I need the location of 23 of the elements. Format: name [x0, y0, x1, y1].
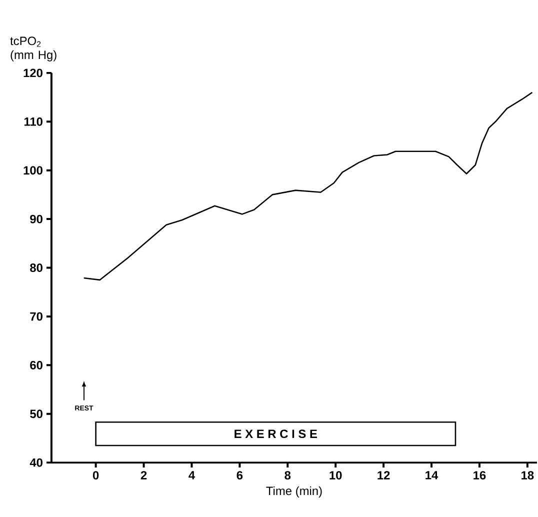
- x-tick-label: 12: [378, 471, 390, 480]
- x-tick-label: 6: [236, 471, 243, 480]
- x-tick-label: 2: [140, 471, 147, 480]
- y-tick-label: 120: [24, 68, 42, 78]
- x-tick-label: 8: [284, 471, 291, 480]
- y-tick-label: 70: [30, 312, 42, 321]
- x-tick-label: 16: [474, 471, 486, 480]
- x-tick-label: 18: [522, 471, 534, 480]
- x-tick-label: 14: [426, 471, 438, 480]
- x-tick-label: 0: [92, 471, 99, 480]
- x-tick-label: 10: [330, 471, 342, 480]
- line-series: [83, 92, 533, 281]
- y-tick-label: 100: [24, 166, 42, 175]
- x-axis-title: Time (min): [266, 486, 322, 498]
- band-label: E X E R C I S E: [234, 430, 317, 438]
- y-tick-label: 110: [24, 118, 42, 126]
- y-tick-label: 40: [30, 458, 42, 468]
- y-tick-label: 50: [30, 410, 42, 418]
- y-tick-label: 80: [30, 264, 42, 272]
- y-axis-title: tcPO$_{2}$ (mm Hg): [10, 36, 56, 62]
- y-tick-label: 90: [30, 215, 42, 224]
- y-tick-label: 60: [30, 361, 42, 370]
- x-tick-label: 4: [188, 471, 195, 480]
